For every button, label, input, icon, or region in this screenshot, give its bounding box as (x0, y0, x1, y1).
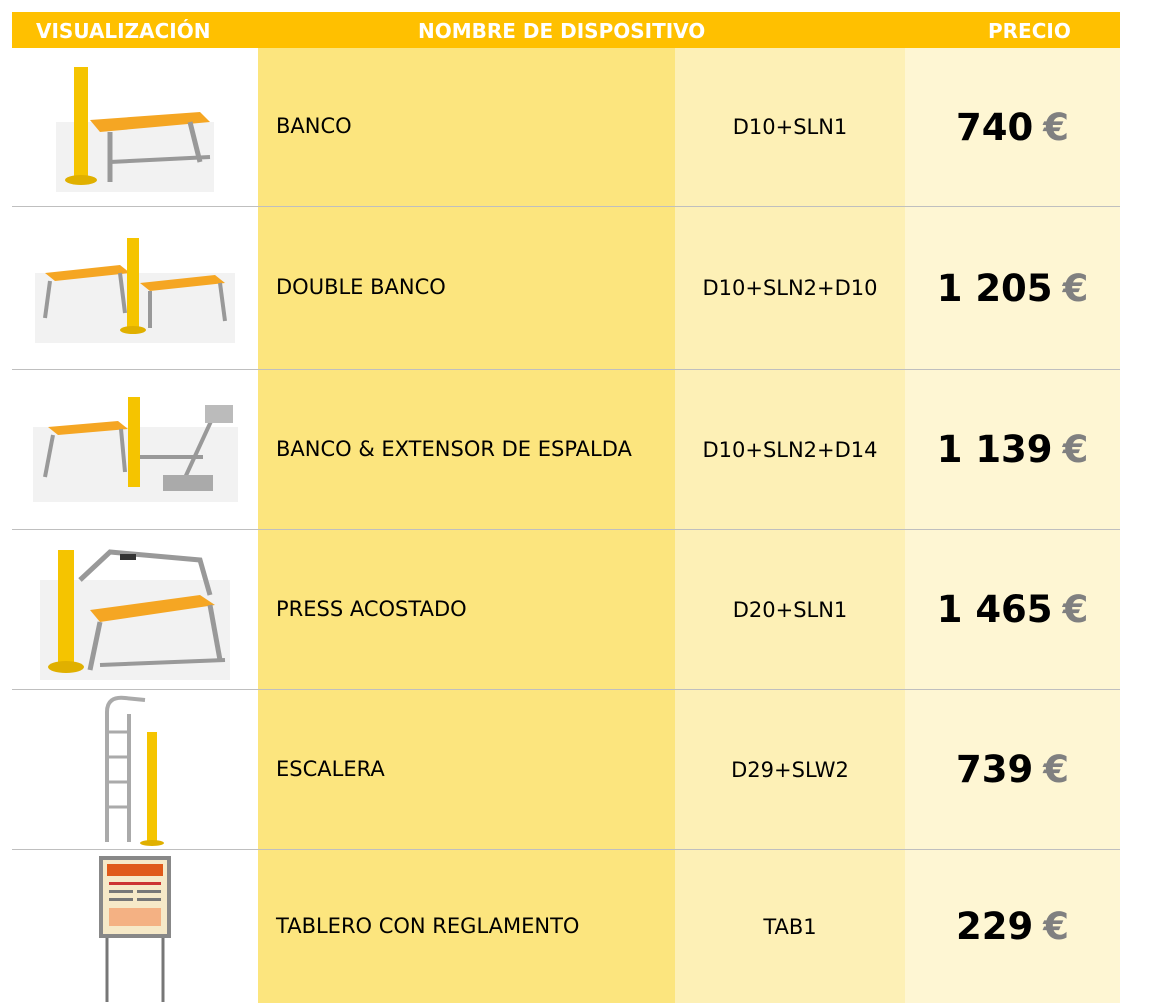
price: 739 € (905, 690, 1120, 849)
device-code: D10+SLN1 (675, 48, 905, 206)
device-code: D29+SLW2 (675, 690, 905, 849)
price-value: 739 (956, 748, 1034, 791)
device-code: D20+SLN1 (675, 530, 905, 689)
currency: € (1043, 105, 1069, 149)
product-image (12, 690, 258, 849)
device-name: PRESS ACOSTADO (258, 530, 675, 689)
currency: € (1043, 905, 1069, 948)
row: PRESS ACOSTADO D20+SLN1 1 465 € (12, 530, 1120, 690)
row: BANCO D10+SLN1 740 € (12, 48, 1120, 207)
device-name: BANCO & EXTENSOR DE ESPALDA (258, 370, 675, 529)
price-value: 740 (956, 105, 1034, 149)
currency: € (1062, 588, 1089, 631)
price: 229 € (905, 850, 1120, 1003)
device-code: D10+SLN2+D10 (675, 207, 905, 369)
row: DOUBLE BANCO D10+SLN2+D10 1 205 € (12, 207, 1120, 370)
product-image (12, 370, 258, 529)
row: ESCALERA D29+SLW2 739 € (12, 690, 1120, 850)
device-code: TAB1 (675, 850, 905, 1003)
price: 1 139 € (905, 370, 1120, 529)
header-cell: PRECIO (988, 19, 1071, 43)
product-image (12, 850, 258, 1003)
row: BANCO & EXTENSOR DE ESPALDA D10+SLN2+D14… (12, 370, 1120, 530)
product-image (12, 530, 258, 689)
row: TABLERO CON REGLAMENTO TAB1 229 € (12, 850, 1120, 1003)
price-value: 1 139 (936, 428, 1053, 471)
price: 1 205 € (905, 207, 1120, 369)
header-cell: VISUALIZACIÓN (36, 19, 211, 43)
product-image (12, 207, 258, 369)
price-value: 1 465 (936, 588, 1053, 631)
price: 1 465 € (905, 530, 1120, 689)
price: 740 € (905, 48, 1120, 206)
device-name: BANCO (258, 48, 675, 206)
product-image (12, 48, 258, 206)
device-name: TABLERO CON REGLAMENTO (258, 850, 675, 1003)
currency: € (1043, 748, 1069, 791)
device-name: DOUBLE BANCO (258, 207, 675, 369)
currency: € (1062, 266, 1089, 310)
device-code: D10+SLN2+D14 (675, 370, 905, 529)
header-bar: VISUALIZACIÓN NOMBRE DE DISPOSITIVO PREC… (12, 12, 1120, 48)
header-cell: NOMBRE DE DISPOSITIVO (418, 19, 706, 43)
price-value: 229 (956, 905, 1034, 948)
currency: € (1062, 428, 1089, 471)
price-value: 1 205 (936, 266, 1053, 310)
device-name: ESCALERA (258, 690, 675, 849)
